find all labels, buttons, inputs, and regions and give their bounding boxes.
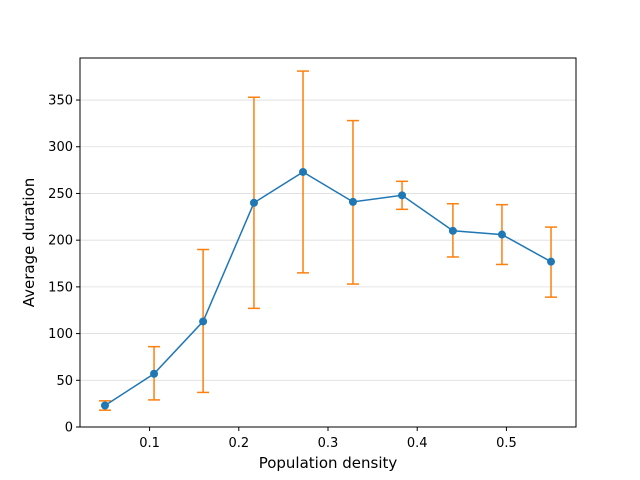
data-point: [249, 198, 258, 207]
y-tick-label: 300: [48, 140, 73, 155]
y-axis-label: Average duration: [20, 178, 38, 308]
data-point: [497, 230, 506, 239]
x-tick-label: 0.3: [318, 436, 339, 451]
series-line: [104, 171, 552, 407]
series-layer: [100, 167, 556, 410]
y-tick-label: 100: [48, 327, 73, 342]
y-tick-label: 250: [48, 187, 73, 202]
data-point: [448, 226, 457, 235]
x-axis-label: Population density: [259, 454, 398, 472]
data-point: [348, 197, 357, 206]
y-tick-label: 150: [48, 280, 73, 295]
x-tick-label: 0.2: [228, 436, 249, 451]
data-point: [150, 369, 159, 378]
y-tick-label: 50: [56, 374, 73, 389]
data-point: [299, 167, 308, 176]
data-point: [547, 257, 556, 266]
data-point: [199, 317, 208, 326]
y-tick-label: 0: [65, 421, 73, 436]
y-tick-label: 350: [48, 94, 73, 109]
grid-lines: [80, 99, 576, 428]
data-point: [398, 191, 407, 200]
y-axis: 0 50 100 150 200 250 300 350: [48, 94, 80, 436]
x-tick-label: 0.5: [496, 436, 517, 451]
data-point: [100, 401, 109, 410]
y-tick-label: 200: [48, 234, 73, 249]
x-tick-label: 0.4: [407, 436, 428, 451]
x-axis: 0.1 0.2 0.3 0.4 0.5: [139, 427, 517, 451]
x-tick-label: 0.1: [139, 436, 160, 451]
